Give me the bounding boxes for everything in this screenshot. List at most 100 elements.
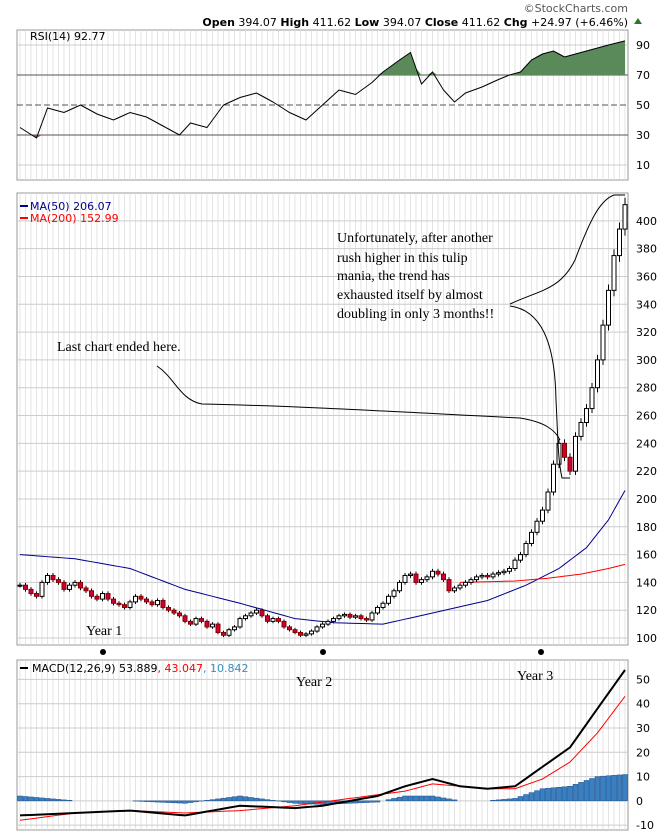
y-tick-label: 10	[636, 771, 650, 784]
histogram-bar	[297, 800, 304, 804]
macd-legend: MACD(12,26,9) 53.889, 43.047, 10.842	[20, 662, 249, 675]
candle-body	[540, 509, 545, 522]
histogram-bar	[451, 799, 458, 802]
histogram-bar	[149, 800, 155, 803]
histogram-bar	[534, 790, 540, 802]
y-tick-label: 320	[636, 326, 657, 339]
rsi-overbought-fill	[619, 40, 625, 75]
rsi-overbought-fill	[394, 60, 400, 75]
histogram-bar	[369, 800, 375, 803]
candle-body	[380, 602, 386, 608]
rsi-legend: RSI(14) 92.77	[30, 30, 105, 43]
candle-body	[61, 581, 67, 590]
annotation-line: mania, the trend has	[337, 269, 450, 284]
histogram-bar	[589, 778, 595, 802]
rsi-overbought-fill	[597, 46, 603, 75]
histogram-bar	[512, 798, 518, 802]
histogram-bar	[374, 800, 381, 803]
ma50-line	[19, 490, 626, 625]
macd-line	[19, 669, 626, 817]
candle-body	[188, 620, 193, 625]
candle-body	[215, 623, 221, 633]
histogram-bar	[61, 799, 67, 802]
y-tick-label: 360	[636, 270, 657, 283]
histogram-bar	[396, 796, 403, 802]
rsi-overbought-fill	[531, 57, 537, 75]
candle-body	[331, 618, 336, 622]
rsi-overbought-fill	[559, 54, 565, 75]
histogram-bar	[226, 797, 232, 802]
candle-body	[309, 630, 314, 635]
candle-body	[127, 601, 133, 608]
candle-body	[430, 570, 435, 578]
candle-body	[182, 615, 188, 622]
histogram-bar	[539, 788, 546, 802]
rsi-overbought-fill	[564, 55, 570, 75]
candle-body	[50, 574, 56, 581]
histogram-bar	[385, 799, 392, 802]
candle-body	[391, 590, 397, 597]
candle-body	[622, 204, 628, 230]
candle-body	[353, 615, 358, 618]
candle-body	[226, 629, 232, 636]
histogram-bar	[215, 798, 221, 802]
y-tick-label: 30	[636, 129, 650, 142]
open-value: 394.07	[238, 16, 277, 29]
histogram-bar	[622, 774, 628, 802]
candle-body	[501, 570, 507, 574]
histogram-bar	[501, 799, 507, 802]
y-tick-label: 90	[636, 39, 650, 52]
y-tick-label: 30	[636, 722, 650, 735]
candle-body	[584, 408, 589, 423]
candle-body	[166, 606, 171, 611]
y-tick-label: 160	[636, 549, 657, 562]
rsi-overbought-fill	[608, 43, 614, 75]
macd-legend-value: 53.889	[119, 662, 158, 675]
candle-body	[232, 626, 237, 631]
rsi-overbought-fill	[581, 51, 587, 75]
candle-body	[441, 573, 446, 581]
candle-body	[386, 595, 391, 604]
candle-body	[270, 618, 276, 622]
histogram-bar	[176, 800, 183, 804]
histogram-bar	[248, 797, 254, 802]
y-tick-label: 260	[636, 410, 657, 423]
svg-text:MACD(12,26,9) 53.889, 43.047,: MACD(12,26,9) 53.889, 43.047, 10.842	[32, 662, 249, 675]
candle-body	[111, 598, 116, 604]
candle-body	[56, 579, 61, 583]
histogram-bar	[44, 798, 51, 802]
candle-body	[474, 576, 479, 581]
candle-body	[281, 620, 287, 628]
annotation-line: rush higher in this tulip	[337, 251, 468, 266]
open-label: Open	[202, 16, 235, 29]
histogram-bar	[253, 797, 260, 802]
rsi-overbought-fill	[526, 60, 532, 75]
candle-body	[402, 574, 408, 583]
candle-body	[72, 581, 78, 586]
histogram-bar	[358, 800, 364, 804]
rsi-overbought-fill	[592, 48, 598, 75]
candle-body	[369, 612, 375, 621]
histogram-bar	[561, 786, 568, 802]
candle-body	[105, 593, 111, 600]
candle-body	[507, 568, 512, 572]
candle-body	[490, 573, 496, 578]
candle-body	[144, 598, 149, 603]
candle-body	[419, 579, 424, 583]
up-arrow-icon	[634, 18, 642, 24]
macd-legend-name: MACD(12,26,9)	[32, 662, 116, 675]
candle-body	[479, 574, 485, 578]
rsi-overbought-fill	[553, 51, 559, 75]
candle-body	[204, 620, 210, 628]
candle-body	[523, 542, 529, 556]
candle-body	[518, 554, 523, 561]
candle-body	[23, 584, 28, 590]
candle-body	[94, 595, 100, 600]
histogram-bar	[517, 796, 524, 802]
low-value: 394.07	[383, 16, 422, 29]
candle-body	[259, 609, 265, 617]
ma200-legend: MA(200) 152.99	[30, 212, 119, 225]
candle-body	[424, 576, 430, 581]
rsi-oversold-fill	[36, 135, 42, 138]
rsi-overbought-fill	[586, 49, 592, 75]
